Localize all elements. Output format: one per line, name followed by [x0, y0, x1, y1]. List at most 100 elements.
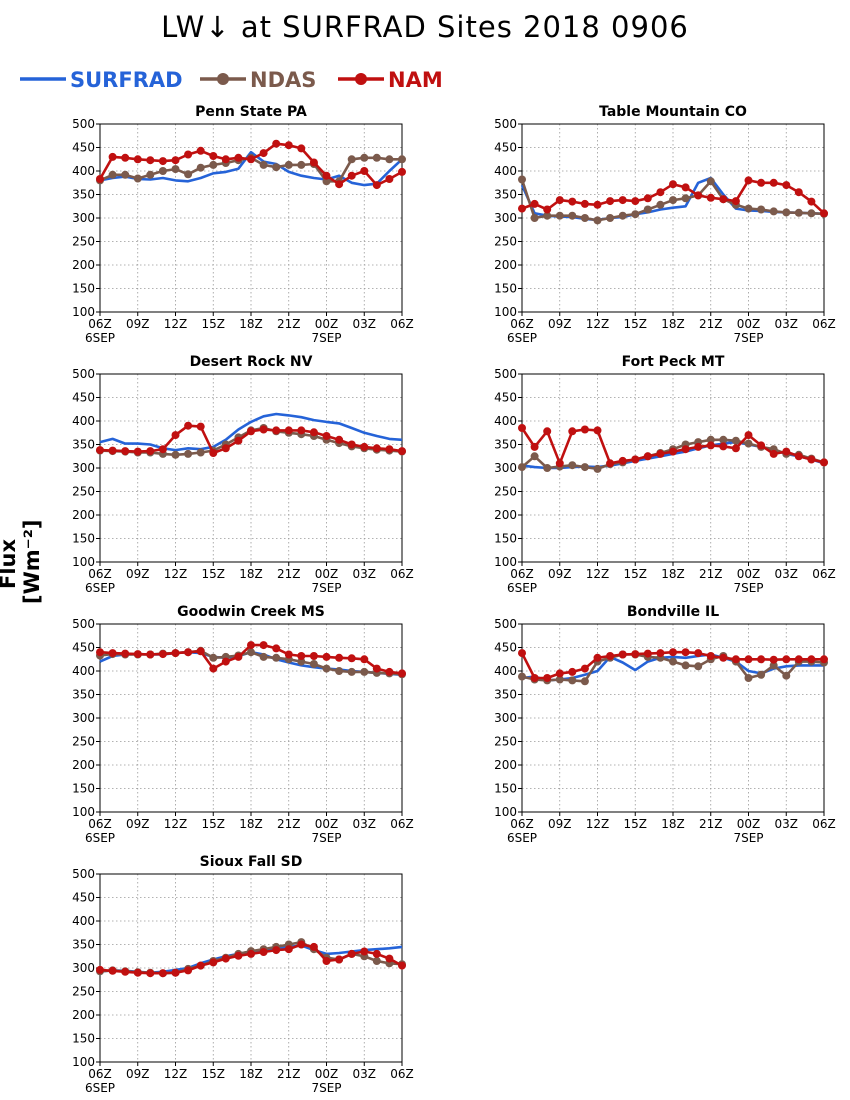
data-point-nam [631, 197, 640, 206]
data-point-ndas [669, 657, 677, 666]
x-tick-label: 15Z [202, 1067, 226, 1081]
data-point-nam [322, 652, 331, 661]
data-point-nam [184, 648, 193, 657]
panel-title: Desert Rock NV [190, 354, 313, 370]
x-tick-label: 06Z [812, 817, 836, 831]
data-point-nam [669, 180, 677, 189]
x-date-label: 7SEP [733, 581, 763, 595]
data-point-nam [335, 955, 344, 964]
y-tick-label: 300 [72, 211, 95, 225]
x-tick-label: 15Z [624, 817, 648, 831]
data-point-ndas [706, 435, 715, 444]
data-point-ndas [631, 210, 640, 219]
data-point-nam [360, 442, 369, 451]
x-tick-label: 00Z [737, 567, 761, 581]
data-point-ndas [744, 674, 753, 682]
data-point-nam [568, 667, 577, 676]
data-point-nam [221, 954, 230, 963]
data-point-nam [234, 951, 243, 960]
data-point-ndas [580, 463, 589, 472]
data-point-nam [706, 652, 715, 660]
data-point-nam [618, 196, 627, 205]
panel-title: Fort Peck MT [622, 354, 725, 370]
data-point-nam [259, 425, 268, 434]
data-point-nam [372, 664, 381, 673]
data-point-nam [593, 426, 602, 435]
data-point-nam [372, 949, 381, 958]
data-point-nam [719, 653, 728, 662]
x-tick-label: 18Z [239, 567, 263, 581]
data-point-nam [807, 455, 816, 464]
data-point-nam [782, 181, 791, 190]
y-tick-label: 350 [494, 188, 517, 202]
y-tick-label: 100 [72, 805, 95, 819]
data-point-nam [96, 965, 104, 974]
data-point-ndas [543, 211, 552, 220]
data-point-nam [555, 669, 564, 678]
x-tick-label: 09Z [126, 567, 150, 581]
y-tick-label: 200 [72, 758, 95, 772]
data-point-nam [347, 949, 356, 958]
data-point-ndas [681, 194, 690, 203]
data-point-nam [146, 447, 155, 456]
x-tick-label: 00Z [315, 567, 339, 581]
data-point-nam [247, 427, 255, 436]
data-point-ndas [656, 200, 665, 209]
x-tick-label: 00Z [315, 1067, 339, 1081]
x-tick-label: 18Z [661, 317, 685, 331]
data-point-nam [757, 441, 766, 450]
data-point-ndas [108, 170, 117, 179]
y-tick-label: 200 [72, 508, 95, 522]
data-point-nam [121, 967, 130, 976]
data-point-nam [372, 444, 381, 453]
x-tick-label: 00Z [737, 817, 761, 831]
y-tick-label: 350 [72, 438, 95, 452]
data-point-nam [196, 647, 205, 656]
y-tick-label: 450 [494, 141, 517, 155]
data-point-nam [694, 191, 703, 200]
data-point-nam [543, 674, 552, 682]
y-tick-label: 300 [494, 711, 517, 725]
y-tick-label: 200 [72, 1008, 95, 1022]
data-point-ndas [272, 163, 281, 172]
data-point-ndas [284, 160, 293, 169]
y-tick-label: 400 [72, 664, 95, 678]
data-point-ndas [744, 204, 753, 213]
x-tick-label: 18Z [661, 817, 685, 831]
y-tick-label: 250 [72, 985, 95, 999]
x-tick-label: 03Z [353, 1067, 377, 1081]
data-point-ndas [146, 170, 155, 179]
panel-title: Penn State PA [195, 104, 307, 120]
data-point-ndas [309, 660, 318, 668]
legend-label-ndas: NDAS [250, 68, 317, 92]
x-tick-label: 21Z [699, 567, 723, 581]
data-point-nam [719, 195, 728, 204]
data-point-ndas [184, 449, 193, 458]
data-point-ndas [568, 211, 577, 220]
x-tick-label: 00Z [315, 317, 339, 331]
y-tick-label: 500 [72, 367, 95, 381]
y-tick-label: 450 [72, 141, 95, 155]
y-tick-label: 250 [494, 235, 517, 249]
data-point-nam [398, 669, 406, 678]
data-point-nam [297, 144, 306, 153]
x-tick-label: 15Z [624, 317, 648, 331]
x-date-label: 7SEP [311, 581, 341, 595]
data-point-nam [744, 176, 753, 185]
data-point-nam [146, 156, 155, 165]
data-point-nam [309, 158, 318, 167]
x-tick-label: 06Z [390, 567, 414, 581]
y-tick-label: 300 [72, 461, 95, 475]
data-point-nam [146, 650, 155, 659]
x-tick-label: 21Z [699, 317, 723, 331]
x-date-label: 6SEP [507, 831, 537, 845]
data-point-nam [184, 421, 193, 430]
data-point-nam [322, 432, 331, 440]
y-tick-label: 100 [72, 555, 95, 569]
x-tick-label: 21Z [277, 317, 301, 331]
data-point-nam [820, 655, 828, 664]
data-point-nam [234, 652, 243, 661]
y-tick-label: 450 [72, 391, 95, 405]
data-point-nam [518, 424, 526, 432]
data-point-ndas [593, 464, 602, 473]
